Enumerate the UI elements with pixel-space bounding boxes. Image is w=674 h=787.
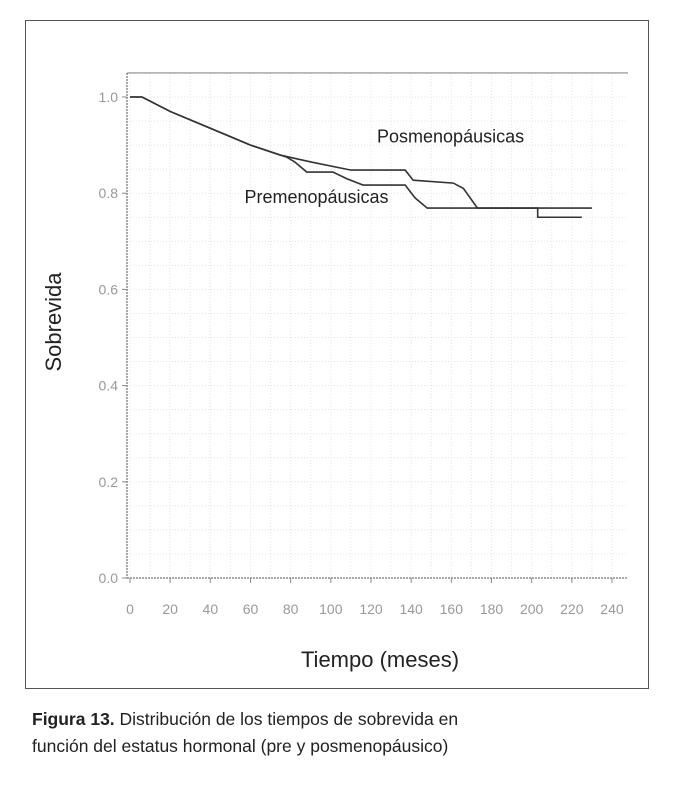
x-tick-label: 60 [243, 601, 259, 617]
series-line-premenopausicas [130, 96, 592, 209]
y-tick-label: 0.0 [99, 570, 119, 586]
x-tick-label: 160 [440, 601, 464, 617]
y-axis-label: Sobrevida [41, 272, 66, 372]
x-tick-label: 120 [359, 601, 383, 617]
x-tick-label: 180 [480, 601, 504, 617]
series-label-posmenopausicas: Posmenopáusicas [377, 127, 524, 147]
x-tick-label: 100 [319, 601, 343, 617]
caption-line1: Distribución de los tiempos de sobrevida… [114, 709, 459, 729]
x-tick-label: 200 [520, 601, 544, 617]
x-tick-label: 140 [399, 601, 423, 617]
figure-caption: Figura 13. Distribución de los tiempos d… [32, 706, 652, 760]
y-tick-label: 1.0 [99, 89, 119, 105]
caption-line2: función del estatus hormonal (pre y posm… [32, 736, 449, 756]
x-tick-label: 0 [126, 601, 134, 617]
figure-frame [25, 20, 649, 689]
series-label-premenopausicas: Premenopáusicas [244, 187, 388, 207]
x-tick-label: 80 [283, 601, 299, 617]
x-tick-label: 240 [600, 601, 624, 617]
y-tick-label: 0.2 [99, 474, 119, 490]
y-tick-label: 0.8 [99, 185, 119, 201]
x-axis-label: Tiempo (meses) [301, 647, 459, 672]
y-tick-label: 0.4 [99, 378, 119, 394]
x-tick-label: 40 [203, 601, 219, 617]
survival-chart: 0.0 0.2 0.4 0.6 0.8 1.0 0 20 40 60 80 100 120 140 160 1… [41, 72, 629, 672]
caption-label: Figura 13. [32, 709, 115, 729]
y-tick-label: 0.6 [99, 281, 119, 297]
x-tick-label: 220 [560, 601, 584, 617]
x-tick-label: 20 [162, 601, 178, 617]
